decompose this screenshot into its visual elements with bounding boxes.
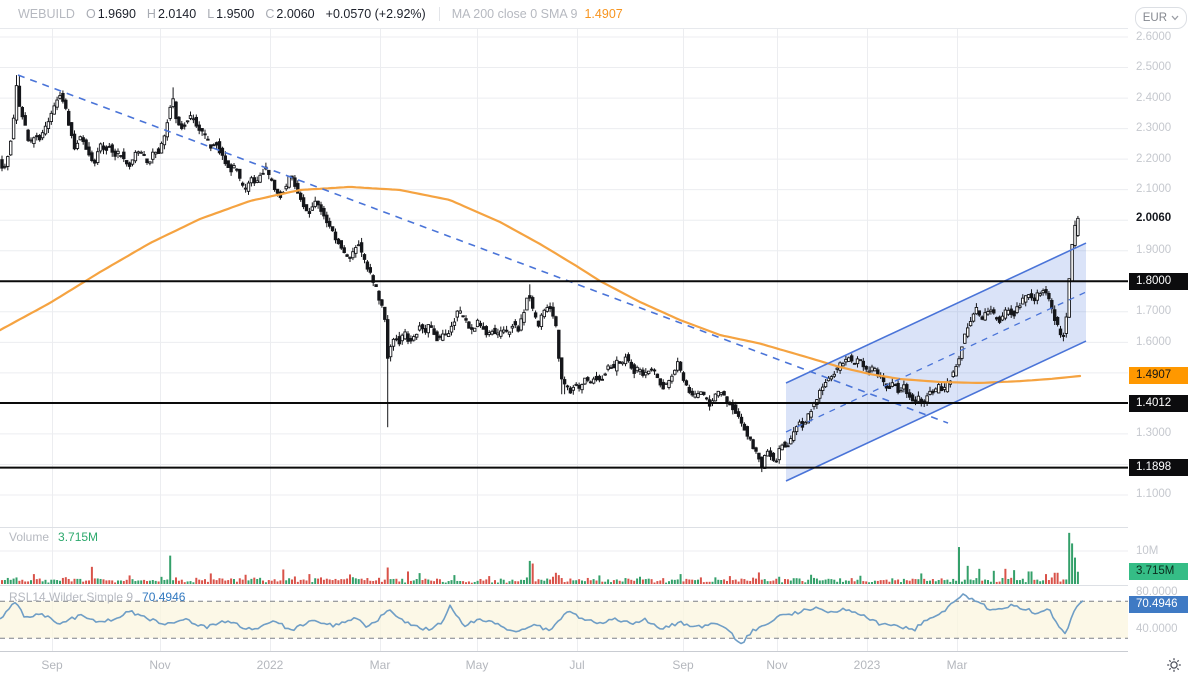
- ohlc-high: H 2.0140: [146, 7, 197, 21]
- axis-settings-button[interactable]: [1165, 656, 1183, 674]
- time-axis-label: 2023: [853, 658, 881, 672]
- volume-legend[interactable]: Volume 3.715M: [9, 530, 98, 544]
- volume-axis-tick: 10M: [1136, 544, 1159, 557]
- symbol-name[interactable]: WEBUILD: [18, 7, 75, 21]
- ma-study-legend[interactable]: MA 200 close 0 SMA 9 1.4907: [438, 7, 623, 21]
- time-axis-label: Jul: [569, 658, 585, 672]
- chevron-down-icon: [1171, 15, 1179, 21]
- price-axis-tick: 1.1000: [1136, 488, 1172, 501]
- rsi-value: 70.4946: [142, 590, 186, 604]
- price-axis-tick: 1.7000: [1136, 305, 1172, 318]
- ma-price-label: 1.4907: [1129, 367, 1188, 385]
- price-axis-tick: 2.6000: [1136, 30, 1172, 43]
- time-axis-label: May: [465, 658, 489, 672]
- ma-study-value: 1.4907: [584, 7, 623, 21]
- rsi-title: RSI 14 Wilder Simple 9: [9, 590, 134, 604]
- rsi-axis-tick: 80.0000: [1136, 585, 1178, 598]
- price-axis-tick: 1.6000: [1136, 335, 1172, 348]
- hline-price-label: 1.4012: [1129, 394, 1188, 412]
- price-axis-tick: 2.5000: [1136, 61, 1172, 74]
- sun-settings-icon: [1167, 658, 1181, 672]
- hline-price-label: 1.1898: [1129, 459, 1188, 477]
- rsi-value-label: 70.4946: [1129, 596, 1188, 614]
- hline-price-label: 1.8000: [1129, 272, 1188, 290]
- price-axis-tick: 2.3000: [1136, 122, 1172, 135]
- price-axis-tick: 2.2000: [1136, 152, 1172, 165]
- price-axis-tick: 1.9000: [1136, 244, 1172, 257]
- price-change: +0.0570 (+2.92%): [325, 7, 426, 21]
- time-axis[interactable]: Sep Nov 2022 Mar May Jul Sep Nov 2023 Mar: [0, 652, 1191, 679]
- volume-value-label: 3.715M: [1129, 562, 1188, 580]
- time-axis-label: 2022: [256, 658, 284, 672]
- currency-toggle-button[interactable]: EUR: [1134, 7, 1187, 29]
- currency-label: EUR: [1142, 12, 1167, 24]
- ohlc-open: O 1.9690: [85, 7, 136, 21]
- price-axis-tick: 1.3000: [1136, 427, 1172, 440]
- rsi-legend[interactable]: RSI 14 Wilder Simple 9 70.4946: [9, 590, 185, 604]
- price-axis-tick: 2.1000: [1136, 183, 1172, 196]
- ohlc-low: L 1.9500: [207, 7, 255, 21]
- price-axis-tick: 2.4000: [1136, 91, 1172, 104]
- legend-toolbar: WEBUILD O 1.9690 H 2.0140 L 1.9500 C 2.0060 …: [0, 0, 1128, 28]
- time-axis-label: Nov: [149, 658, 171, 672]
- rsi-axis-tick: 40.0000: [1136, 622, 1178, 635]
- current-price-label: 2.0060: [1136, 211, 1172, 224]
- ma-study-title: MA 200 close 0 SMA 9: [451, 7, 578, 21]
- volume-value: 3.715M: [58, 530, 99, 544]
- ohlc-close: C 2.0060: [265, 7, 315, 21]
- time-axis-label: Mar: [946, 658, 968, 672]
- volume-title: Volume: [9, 530, 50, 544]
- time-axis-label: Sep: [672, 658, 694, 672]
- time-axis-label: Mar: [369, 658, 391, 672]
- time-axis-label: Nov: [766, 658, 788, 672]
- time-axis-label: Sep: [41, 658, 63, 672]
